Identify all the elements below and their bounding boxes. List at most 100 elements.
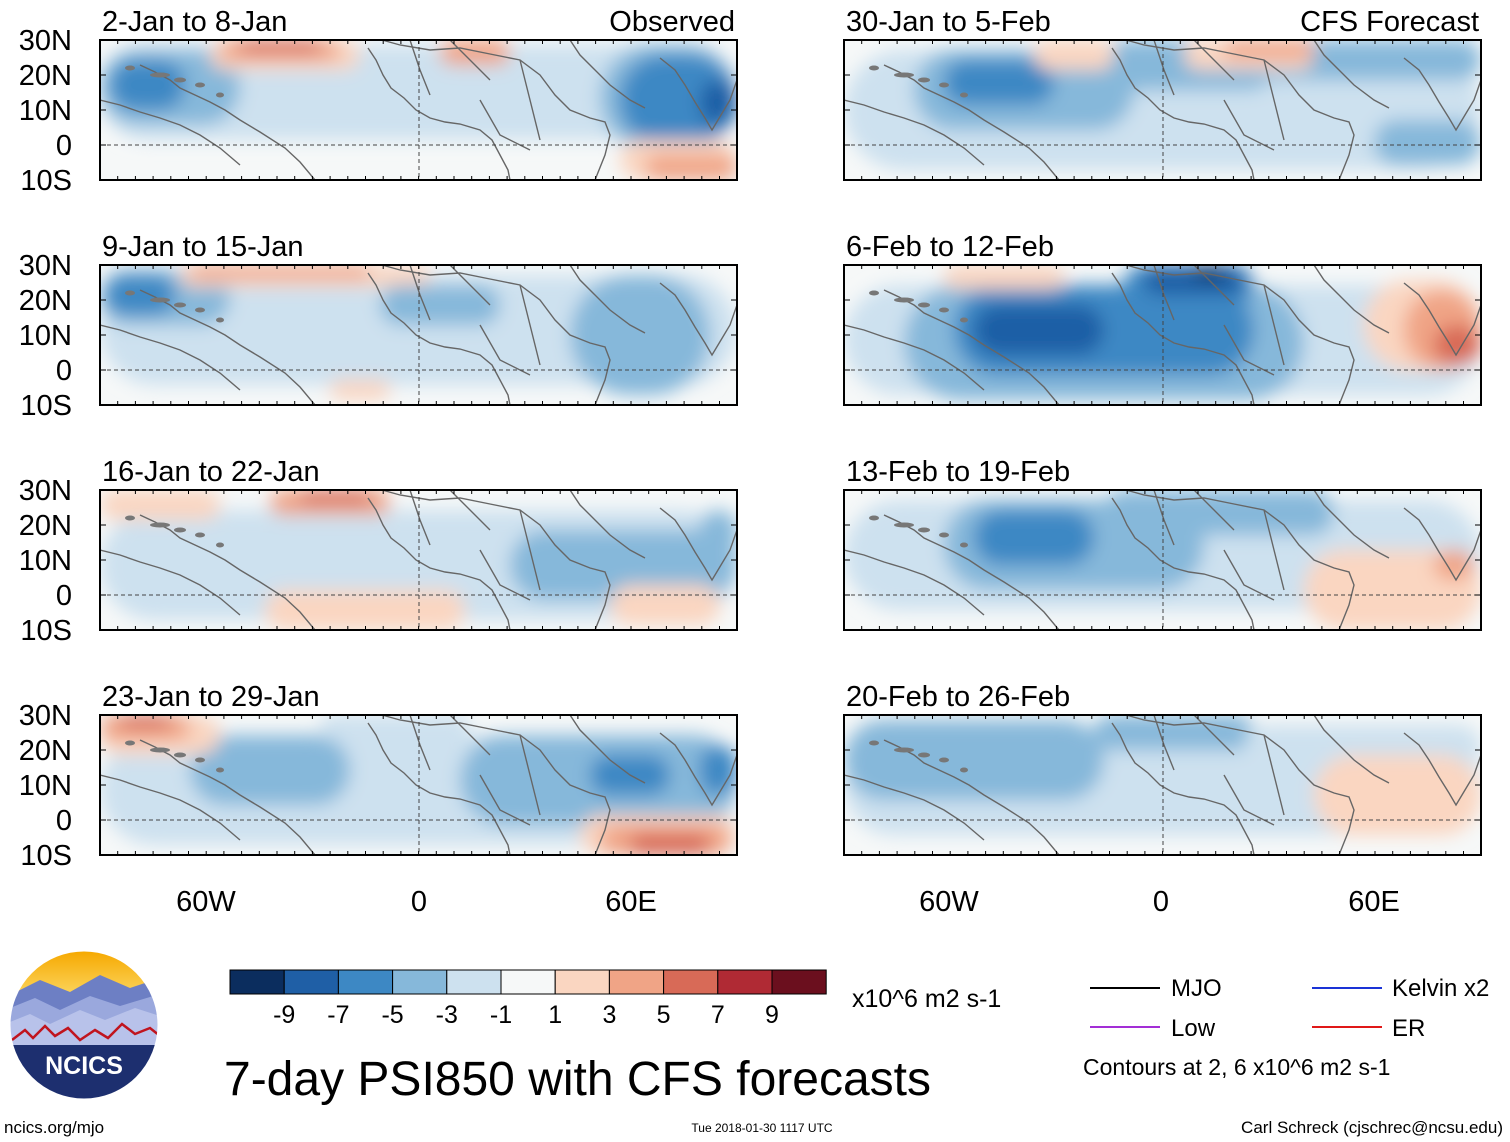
lon-axis-right: 60W 0 60E (919, 886, 1400, 918)
legend-mjo-label: MJO (1171, 975, 1222, 1002)
map-panel: 20-Feb to 26-Feb (843, 681, 1482, 856)
colorbar-swatch (663, 969, 719, 995)
lon-label-60w: 60W (919, 886, 979, 918)
panel-title: 6-Feb to 12-Feb (846, 231, 1054, 263)
contour-legend: MJO Kelvin x2 Low ER Contours at 2, 6 x1… (1083, 975, 1489, 1080)
colorbar-swatch (283, 969, 339, 995)
ticks (843, 264, 1481, 406)
lat-label: 30N (19, 700, 72, 732)
main-title: 7-day PSI850 with CFS forecasts (224, 1053, 931, 1106)
ticks (99, 39, 737, 181)
lat-label: 10S (20, 165, 72, 197)
lat-label: 10S (20, 615, 72, 647)
colorbar-tick-label: -7 (327, 1001, 349, 1029)
shading (100, 715, 737, 855)
panel-title: 30-Jan to 5-Feb (846, 6, 1051, 38)
ticks (99, 264, 737, 406)
lat-label: 20N (19, 285, 72, 317)
lon-label-60w: 60W (176, 886, 236, 918)
coastlines (844, 715, 1481, 855)
logo-text: NCICS (45, 1052, 123, 1080)
lat-label: 30N (19, 250, 72, 282)
panel-title: 23-Jan to 29-Jan (102, 681, 320, 713)
lon-axis-left: 60W 0 60E (176, 886, 657, 918)
legend-low-label: Low (1171, 1015, 1216, 1042)
lat-label: 20N (19, 510, 72, 542)
lat-label: 30N (19, 475, 72, 507)
lat-label: 10N (19, 95, 72, 127)
panel-title: 16-Jan to 22-Jan (102, 456, 320, 488)
lat-label: 10N (19, 545, 72, 577)
lon-label-0: 0 (411, 886, 427, 918)
colorbar-tick-label: 3 (602, 1001, 616, 1029)
observed-label: Observed (609, 6, 735, 38)
lat-label: 30N (19, 25, 72, 57)
coastlines (100, 715, 737, 855)
map-panel: 30-Jan to 5-Feb CFS Forecast (843, 6, 1482, 181)
colorbar-swatch (717, 969, 773, 995)
map-panels: 2-Jan to 8-Jan Observed30N20N10N010S9-Jan… (19, 6, 1482, 872)
lat-label: 0 (56, 355, 72, 387)
footer-author: Carl Schreck (cjschrec@ncsu.edu) (1241, 1118, 1503, 1137)
panel-title: 9-Jan to 15-Jan (102, 231, 304, 263)
panel-title: 2-Jan to 8-Jan (102, 6, 287, 38)
shading (100, 490, 737, 630)
footer-timestamp: Tue 2018-01-30 1117 UTC (691, 1121, 833, 1135)
contours-note: Contours at 2, 6 x10^6 m2 s-1 (1083, 1054, 1390, 1080)
lon-label-60e: 60E (1348, 886, 1400, 918)
colorbar-swatch (337, 969, 394, 995)
colorbar-swatch (554, 969, 610, 995)
colorbar-tick-label: -1 (490, 1001, 512, 1029)
coastlines (100, 40, 737, 180)
lon-label-0: 0 (1153, 886, 1169, 918)
lat-label: 0 (56, 130, 72, 162)
colorbar-tick-label: -5 (381, 1001, 403, 1029)
lat-label: 10S (20, 840, 72, 872)
ncics-logo: NCICS (9, 950, 159, 1100)
map-panel: 13-Feb to 19-Feb (843, 456, 1482, 631)
colorbar: -9 -7 -5 -3 -1 1 3 5 7 9 (229, 969, 827, 1029)
panel-title: 13-Feb to 19-Feb (846, 456, 1070, 488)
colorbar-tick-label: 1 (548, 1001, 562, 1029)
colorbar-units: x10^6 m2 s-1 (852, 985, 1001, 1013)
colorbar-swatch (229, 969, 285, 995)
lat-label: 10N (19, 320, 72, 352)
colorbar-tick-label: -3 (436, 1001, 458, 1029)
footer-site[interactable]: ncics.org/mjo (4, 1118, 104, 1137)
panel-title: 20-Feb to 26-Feb (846, 681, 1070, 713)
shading (844, 265, 1481, 400)
coastlines (844, 490, 1481, 630)
map-panel: 6-Feb to 12-Feb (843, 231, 1482, 406)
coastlines (844, 265, 1481, 405)
ticks (99, 489, 737, 631)
coastlines (844, 40, 1481, 180)
forecast-label: CFS Forecast (1300, 6, 1479, 38)
lat-label: 20N (19, 60, 72, 92)
colorbar-tick-label: 9 (765, 1001, 779, 1029)
coastlines (100, 490, 737, 630)
colorbar-swatch (608, 969, 665, 995)
legend-kelvin-label: Kelvin x2 (1392, 975, 1489, 1002)
ticks (843, 39, 1481, 181)
lon-label-60e: 60E (605, 886, 657, 918)
ticks (843, 489, 1481, 631)
colorbar-tick-label: 7 (711, 1001, 725, 1029)
colorbar-swatch (500, 969, 556, 995)
ticks (843, 714, 1481, 856)
colorbar-swatch (392, 969, 448, 995)
lat-label: 0 (56, 580, 72, 612)
legend-er-label: ER (1392, 1015, 1425, 1042)
colorbar-tick-label: -9 (273, 1001, 295, 1029)
lat-label: 10S (20, 390, 72, 422)
coastlines (100, 265, 737, 405)
colorbar-tick-label: 5 (657, 1001, 671, 1029)
colorbar-swatch (771, 969, 827, 995)
ticks (99, 714, 737, 856)
lat-label: 0 (56, 805, 72, 837)
colorbar-swatch (446, 969, 502, 995)
